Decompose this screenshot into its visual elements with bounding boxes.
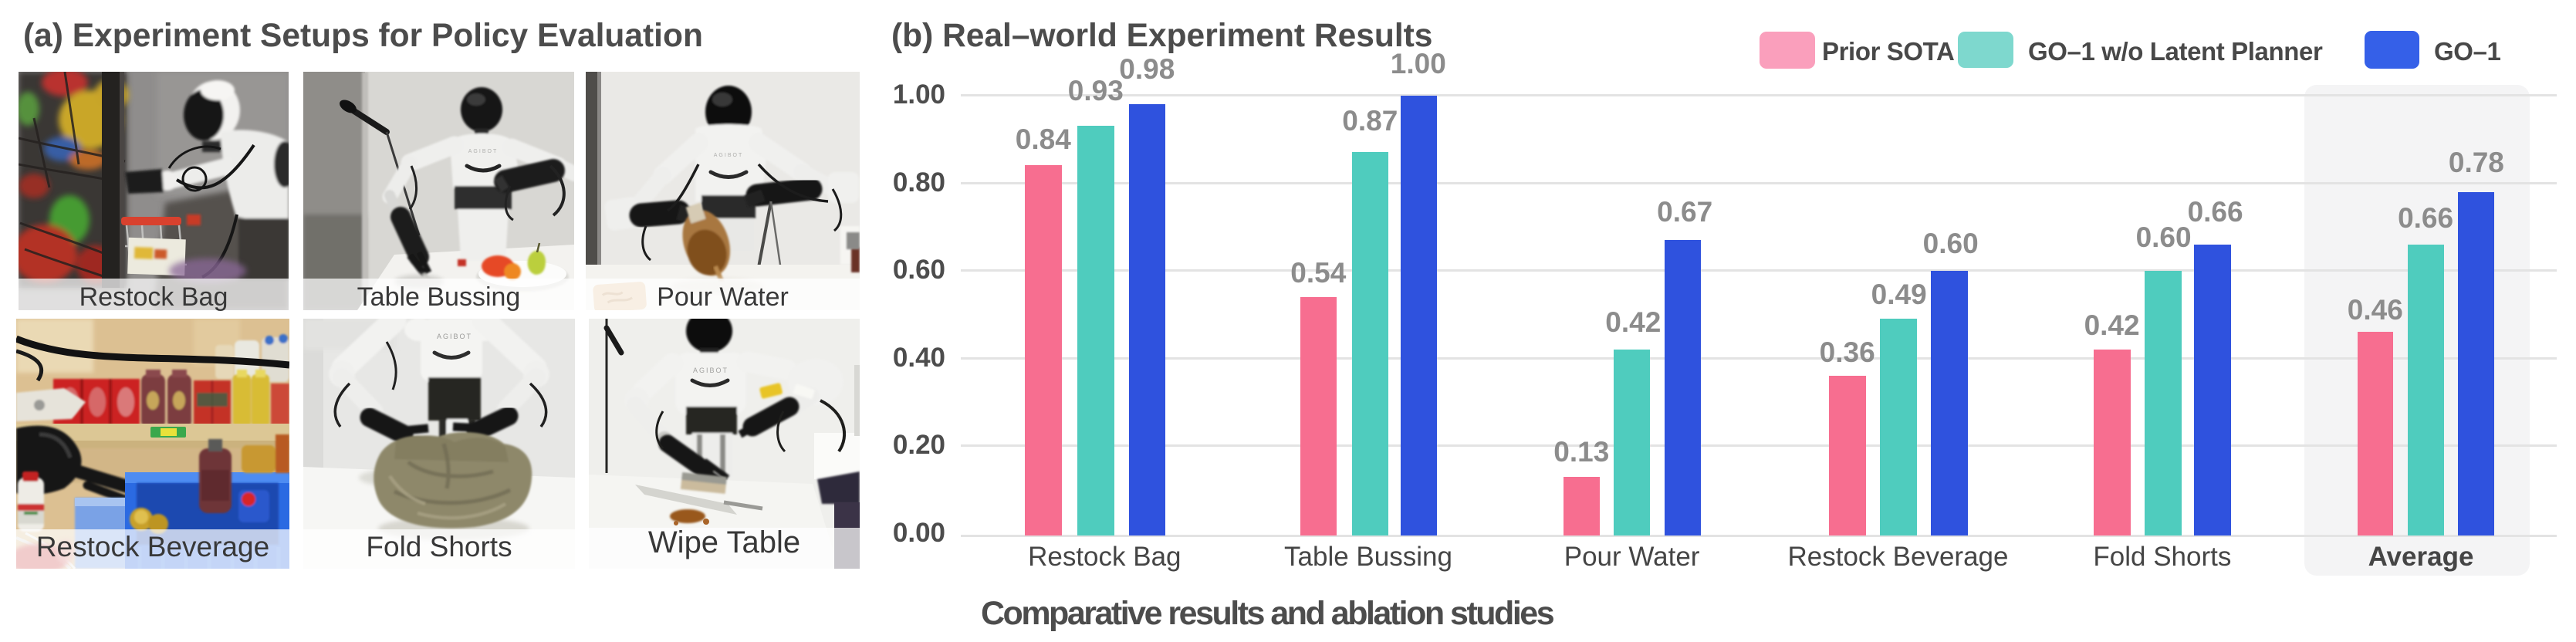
svg-text:AGIBOT: AGIBOT (437, 333, 472, 340)
svg-text:AGIBOT: AGIBOT (693, 367, 729, 374)
svg-text:AGIBOT: AGIBOT (714, 153, 743, 158)
svg-text:AGIBOT: AGIBOT (468, 149, 498, 154)
